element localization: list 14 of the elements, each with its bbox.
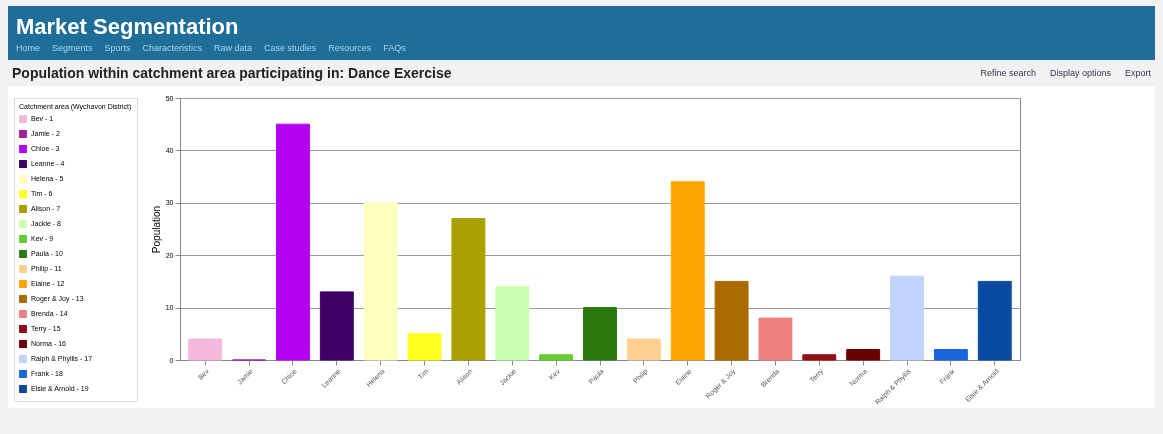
chart-title: Market Segmentation: [15, 13, 240, 40]
text: Sports: [104, 43, 131, 53]
text: Refine search: [980, 68, 1036, 78]
y-axis-title: Population: [150, 205, 162, 254]
text: Characteristics: [142, 43, 203, 53]
text: Display options: [1049, 68, 1111, 78]
text: Case studies: [264, 43, 317, 53]
chart-subtitle: Population within catchment area participating in: Dance Exercise: [12, 65, 452, 81]
text: Resources: [328, 43, 372, 53]
text: Raw data: [214, 43, 253, 53]
text: Home: [16, 43, 41, 53]
text: FAQs: [383, 43, 406, 53]
text: Segments: [52, 43, 93, 53]
text: Export: [1124, 68, 1151, 78]
